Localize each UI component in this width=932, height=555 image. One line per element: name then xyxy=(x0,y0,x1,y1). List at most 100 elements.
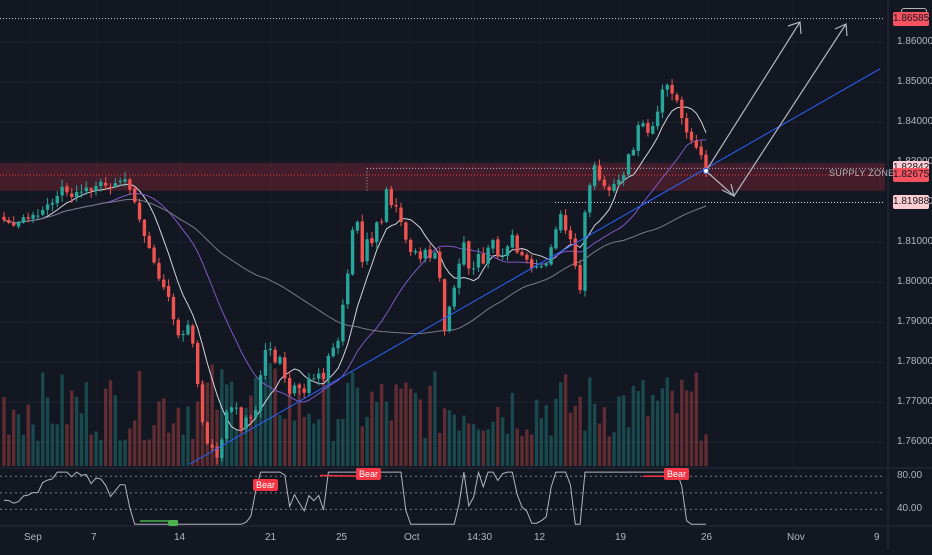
volume-bar xyxy=(684,390,689,466)
price-axis-label: 1.76000 xyxy=(897,436,932,447)
candle-body xyxy=(21,217,26,223)
volume-bar xyxy=(563,374,568,466)
volume-bar xyxy=(103,388,108,466)
candle-body xyxy=(31,214,35,219)
candle-body xyxy=(273,349,277,363)
volume-bar xyxy=(55,424,59,466)
volume-bar xyxy=(171,423,176,466)
volume-bar xyxy=(622,395,626,466)
volume-bar xyxy=(365,416,369,466)
ma-slow-line xyxy=(3,198,707,335)
candle-body xyxy=(626,154,631,175)
volume-bar xyxy=(384,401,389,466)
volume-bar xyxy=(379,383,384,466)
candle-body xyxy=(316,373,321,379)
candle-body xyxy=(142,219,147,236)
volume-bar xyxy=(433,371,437,466)
volume-bar xyxy=(496,406,500,466)
candle-body xyxy=(195,342,200,384)
volume-bar xyxy=(307,413,311,466)
price-axis-label: 1.81000 xyxy=(897,236,932,247)
candle-body xyxy=(530,259,534,269)
candle-body xyxy=(612,184,616,191)
candle-body xyxy=(74,192,79,198)
candle-body xyxy=(583,212,587,291)
volume-bar xyxy=(89,434,93,466)
candle-body xyxy=(462,242,466,265)
volume-bar xyxy=(181,434,185,466)
volume-bar xyxy=(157,401,161,466)
volume-bar xyxy=(147,439,151,466)
drawings[interactable] xyxy=(189,21,881,465)
candle-body xyxy=(389,188,394,206)
candle-body xyxy=(651,126,655,134)
candle-body xyxy=(592,165,597,187)
candle-body xyxy=(283,357,287,379)
candle-body xyxy=(157,262,161,279)
candle-body xyxy=(84,187,88,192)
candle-body xyxy=(186,324,190,335)
candle-body xyxy=(646,122,650,133)
volume-bar xyxy=(510,392,515,466)
candle-body xyxy=(549,247,553,265)
volume-bar xyxy=(641,379,645,466)
volume-bar xyxy=(31,424,35,466)
candle-body xyxy=(433,252,437,259)
candle-body xyxy=(225,411,229,439)
volume-bar xyxy=(418,399,423,466)
time-axis-label: 21 xyxy=(265,532,277,543)
candle-body xyxy=(278,357,282,364)
volume-bar xyxy=(413,392,418,466)
candle-body xyxy=(11,222,16,226)
volume-bar xyxy=(583,430,587,466)
volume-bar xyxy=(312,423,316,466)
volume-bar xyxy=(592,403,597,466)
volume-bar xyxy=(195,401,200,466)
candle-body xyxy=(510,234,515,248)
volume-bar xyxy=(26,404,30,466)
candle-body xyxy=(249,416,253,418)
candle-body xyxy=(220,439,224,459)
volume-bar xyxy=(457,430,461,466)
volume-bar xyxy=(554,398,558,466)
candle-body xyxy=(99,182,103,187)
ma-fast-line xyxy=(3,106,707,432)
volume-bar xyxy=(326,374,331,466)
volume-bar xyxy=(278,414,282,466)
candle-body xyxy=(413,251,418,253)
volume-bar xyxy=(220,369,224,466)
volume-bar xyxy=(346,382,350,466)
volume-bar xyxy=(626,427,631,466)
volume-bar xyxy=(45,397,50,466)
volume-bar xyxy=(699,440,703,466)
volume-bar xyxy=(694,372,699,466)
volume-bar xyxy=(249,395,253,466)
candle-body xyxy=(200,384,205,422)
arrowhead-icon xyxy=(787,21,802,35)
candle-body xyxy=(699,146,703,156)
candle-body xyxy=(137,202,142,220)
volume-bar xyxy=(244,408,248,466)
volume-bar xyxy=(520,436,524,466)
candle-body xyxy=(370,238,374,244)
candle-body xyxy=(641,123,645,127)
candle-body xyxy=(45,204,50,210)
rsi-axis-label: 40.00 xyxy=(897,503,923,515)
volume-bar xyxy=(646,416,650,466)
candle-body xyxy=(89,188,93,191)
candle-body xyxy=(307,378,311,393)
price-axis-label: 1.80000 xyxy=(897,276,932,287)
candle-body xyxy=(520,251,524,256)
candle-body xyxy=(680,99,684,118)
candle-body xyxy=(287,377,292,394)
rsi-line xyxy=(3,470,706,525)
anchor-point xyxy=(703,168,709,174)
volume-bar xyxy=(258,390,263,466)
time-axis-label: Nov xyxy=(787,532,805,543)
volume-bar xyxy=(447,410,452,466)
volume-bar xyxy=(530,434,534,466)
volume-bar xyxy=(123,439,127,466)
supply-zone-band xyxy=(0,163,885,191)
